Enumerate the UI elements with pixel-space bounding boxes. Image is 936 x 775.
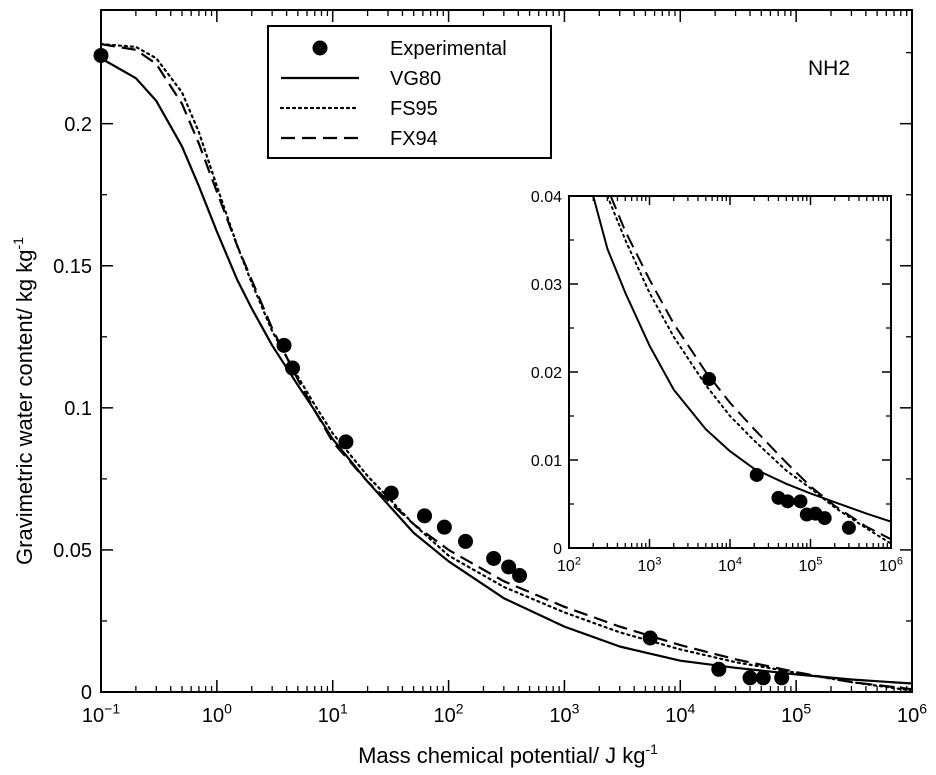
inset-data-point [841, 520, 856, 535]
main-x-tick-base: 10 [82, 705, 104, 727]
inset-x-tick-label: 102 [557, 555, 581, 575]
x-axis-label-text: Mass chemical potential/ J kg [358, 743, 645, 768]
main-plot-frame [100, 9, 913, 693]
legend-label-fs95: FS95 [390, 98, 438, 120]
legend-label-experimental: Experimental [390, 38, 507, 60]
x-axis-label-superscript: -1 [645, 741, 658, 757]
main-data-point [458, 533, 474, 549]
x-axis-label: Mass chemical potential/ J kg-1 [358, 741, 658, 768]
inset-x-tick-base: 10 [557, 558, 575, 575]
inset-x-tick-exp: 3 [655, 555, 661, 567]
inset-x-tick-base: 10 [879, 558, 897, 575]
main-x-tick-label: 10−1 [82, 701, 120, 727]
main-data-point [711, 661, 727, 677]
main-x-tick-label: 106 [897, 701, 927, 727]
inset-plot-frame [568, 195, 892, 549]
main-x-tick-base: 10 [897, 705, 919, 727]
inset-x-tick-exp: 2 [575, 555, 581, 567]
main-x-tick-base: 10 [202, 705, 224, 727]
inset-data-point [817, 511, 832, 526]
main-data-point [774, 670, 790, 686]
main-x-tick-exp: 4 [688, 701, 696, 717]
main-x-tick-label: 105 [781, 701, 811, 727]
main-x-tick-exp: 2 [456, 701, 464, 717]
main-x-tick-base: 10 [781, 705, 803, 727]
inset-x-tick-exp: 4 [736, 555, 742, 567]
inset-x-tick-exp: 6 [897, 555, 903, 567]
main-x-tick-base: 10 [665, 705, 687, 727]
inset-series-group [592, 196, 891, 545]
inset-y-tick-label: 0.04 [531, 189, 562, 206]
main-x-tick-label: 101 [318, 701, 348, 727]
inset-data-point [793, 494, 808, 509]
legend: Experimental VG80 FS95 FX94 [267, 25, 552, 159]
inset-data-point [702, 372, 717, 387]
main-x-tick-exp: −1 [104, 701, 120, 717]
inset-x-tick-label: 104 [718, 555, 742, 575]
main-data-point [642, 630, 658, 646]
y-axis-label-text: Gravimetric water content/ kg kg [12, 250, 37, 565]
legend-label-fx94: FX94 [390, 128, 438, 150]
main-data-point [755, 670, 771, 686]
main-data-point [436, 519, 452, 535]
inset-x-tick-label: 106 [879, 555, 903, 575]
y-axis-label: Gravimetric water content/ kg kg-1 [10, 237, 37, 565]
inset-y-tick-label: 0.02 [531, 365, 562, 382]
main-y-tick-label: 0.05 [53, 540, 92, 562]
main-data-point [501, 559, 517, 575]
legend-label-vg80: VG80 [390, 68, 441, 90]
main-series-group [101, 43, 912, 692]
main-x-tick-base: 10 [434, 705, 456, 727]
inset-x-tick-label: 103 [638, 555, 662, 575]
main-data-point [383, 485, 399, 501]
main-data-point [285, 360, 301, 376]
main-x-tick-label: 104 [665, 701, 695, 727]
inset-y-tick-label: 0 [553, 541, 562, 558]
inset-series-line-fx94 [609, 196, 891, 541]
inset-series-line-vg80 [592, 196, 891, 523]
main-series-line-vg80 [101, 57, 912, 685]
inset-x-tick-base: 10 [718, 558, 736, 575]
main-x-tick-exp: 6 [919, 701, 927, 717]
main-y-tick-label: 0.15 [53, 256, 92, 278]
main-x-tick-exp: 3 [572, 701, 580, 717]
main-x-tick-exp: 1 [340, 701, 348, 717]
inset-x-tick-exp: 5 [816, 555, 822, 567]
main-series-line-fs95 [101, 43, 912, 692]
main-x-tick-exp: 5 [803, 701, 811, 717]
inset-x-tick-label: 105 [799, 555, 823, 575]
main-data-point [512, 567, 528, 583]
inset-x-tick-base: 10 [799, 558, 817, 575]
inset-x-tick-base: 10 [638, 558, 656, 575]
main-x-tick-exp: 0 [224, 701, 232, 717]
main-data-point [486, 550, 502, 566]
main-x-tick-base: 10 [549, 705, 571, 727]
inset-y-tick-label: 0.03 [531, 277, 562, 294]
legend-marker-experimental [312, 40, 328, 56]
inset-series-line-fs95 [606, 196, 891, 545]
inset-data-point [780, 494, 795, 509]
inset-plot-area [569, 196, 891, 548]
main-data-point [338, 434, 354, 450]
main-x-tick-label: 103 [549, 701, 579, 727]
main-x-tick-label: 102 [434, 701, 464, 727]
main-x-tick-base: 10 [318, 705, 340, 727]
main-x-tick-label: 100 [202, 701, 232, 727]
main-y-tick-label: 0.1 [64, 398, 92, 420]
inset-y-tick-label: 0.01 [531, 453, 562, 470]
main-series-line-fx94 [101, 43, 912, 691]
main-y-tick-label: 0.2 [64, 114, 92, 136]
main-data-point [276, 337, 292, 353]
inset-data-point [749, 467, 764, 482]
y-axis-label-superscript: -1 [10, 237, 26, 250]
chart-annotation: NH2 [808, 57, 850, 80]
main-data-point [742, 670, 758, 686]
main-y-tick-label: 0 [81, 682, 92, 704]
main-data-point [417, 508, 433, 524]
